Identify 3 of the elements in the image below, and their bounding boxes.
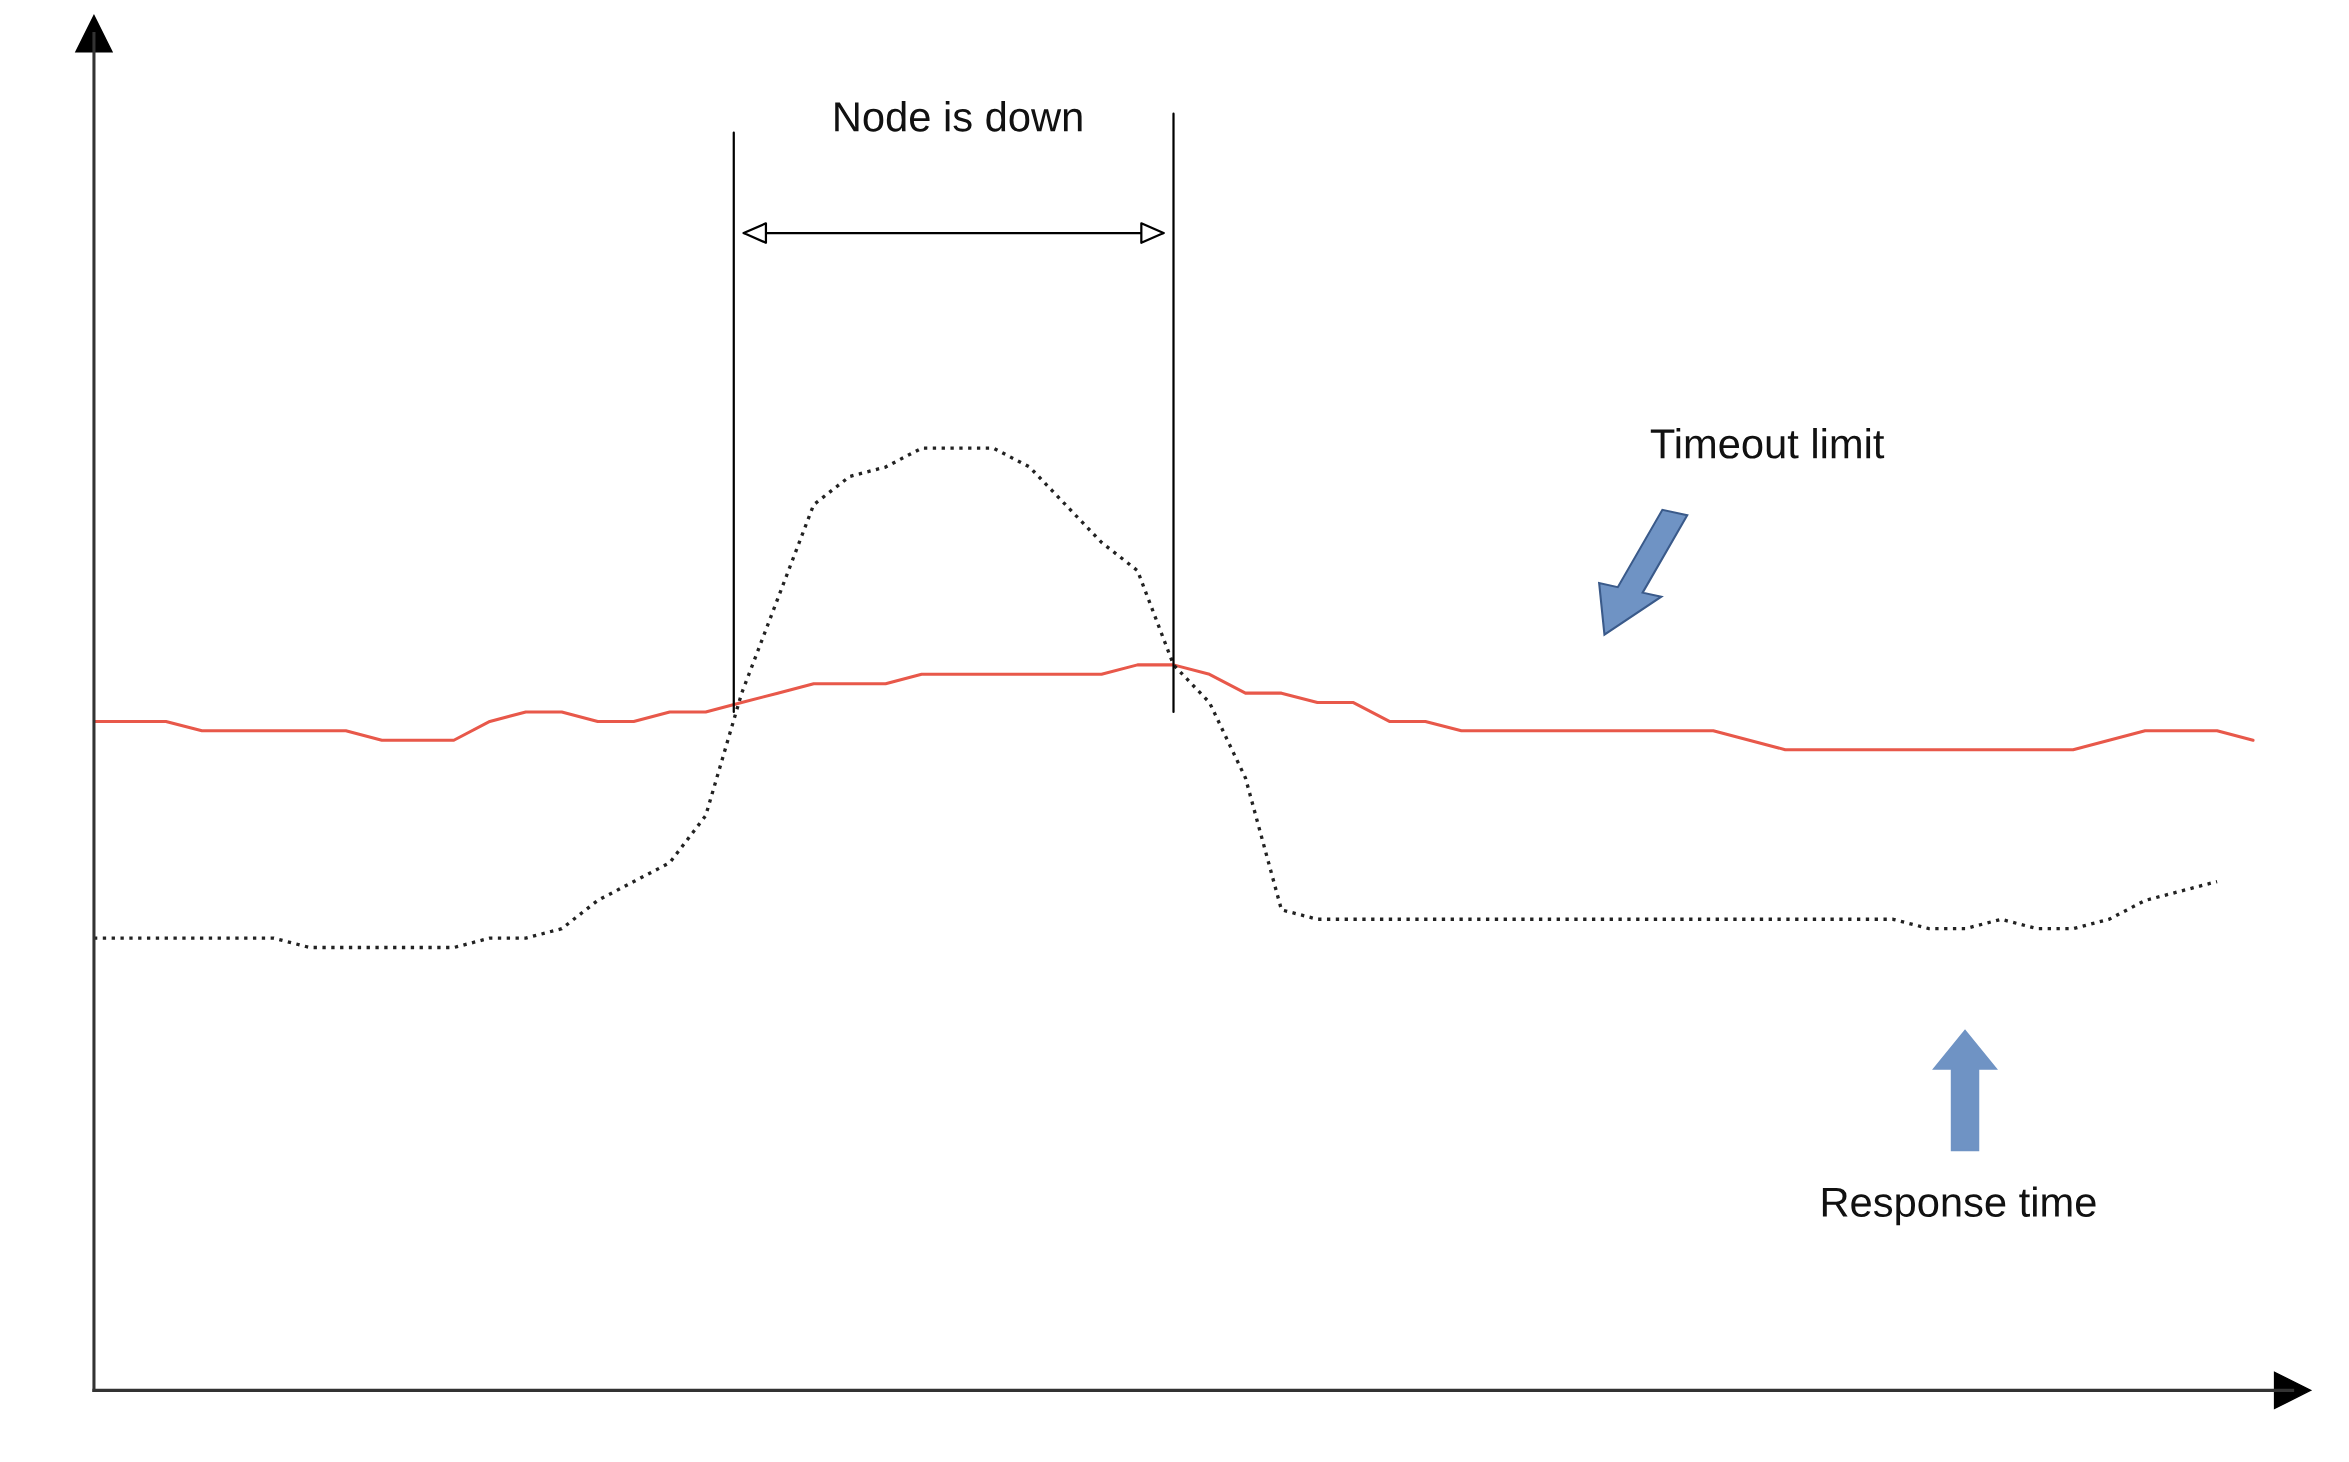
text: Node is down <box>835 101 1082 132</box>
annotation: Timeout limit <box>1650 428 1885 459</box>
annotation: Response time <box>1822 1186 2096 1226</box>
